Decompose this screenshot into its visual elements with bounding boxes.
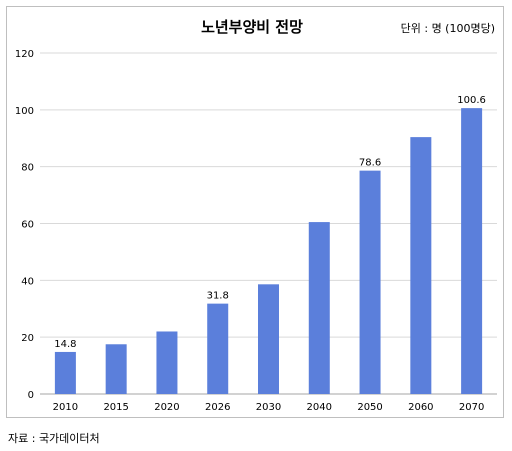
x-tick-label: 2060 <box>408 402 433 413</box>
bar-2020 <box>156 331 178 394</box>
chart-frame: 노년부양비 전망 단위 : 명 (100명당) 0 20 40 60 80 100 120 … <box>6 6 504 418</box>
data-labels: 14.8 31.8 78.6 100.6 <box>54 95 486 350</box>
x-tick-label: 2026 <box>205 402 230 413</box>
bar-2026 <box>207 303 229 394</box>
y-tick-label: 60 <box>21 220 34 231</box>
source-note: 자료 : 국가데이터처 <box>8 432 100 445</box>
y-tick-label: 20 <box>21 333 34 344</box>
x-tick-label: 2040 <box>307 402 332 413</box>
unit-note: 단위 : 명 (100명당) <box>401 22 495 35</box>
data-label-2050: 78.6 <box>359 158 381 169</box>
data-label-2026: 31.8 <box>207 291 229 302</box>
x-tick-label: 2010 <box>53 402 78 413</box>
chart-title: 노년부양비 전망 <box>201 18 303 36</box>
y-tick-label: 40 <box>21 276 34 287</box>
bar-2030 <box>258 284 279 394</box>
x-axis-ticks: 2010 2015 2020 2026 2030 2040 2050 2060 2070 <box>53 402 485 413</box>
y-axis-ticks: 0 20 40 60 80 100 120 <box>15 49 34 401</box>
bars <box>54 108 483 395</box>
data-label-2070: 100.6 <box>457 95 486 106</box>
bar-2010 <box>54 351 76 394</box>
x-tick-label: 2015 <box>103 402 128 413</box>
bar-2070 <box>461 108 483 395</box>
x-tick-label: 2020 <box>154 402 179 413</box>
bar-2040 <box>308 222 330 394</box>
x-tick-label: 2050 <box>357 402 382 413</box>
bar-2015 <box>105 344 127 394</box>
gridlines <box>40 52 497 395</box>
y-tick-label: 100 <box>15 106 34 117</box>
y-tick-label: 80 <box>21 163 34 174</box>
bar-2060 <box>410 137 432 394</box>
x-tick-label: 2070 <box>459 402 484 413</box>
x-tick-label: 2030 <box>256 402 281 413</box>
bar-2050 <box>359 170 381 394</box>
data-label-2010: 14.8 <box>54 339 76 350</box>
y-tick-label: 0 <box>28 390 34 401</box>
bar-chart: 노년부양비 전망 단위 : 명 (100명당) 020406080100120 … <box>15 18 497 413</box>
y-tick-label: 120 <box>15 49 34 60</box>
